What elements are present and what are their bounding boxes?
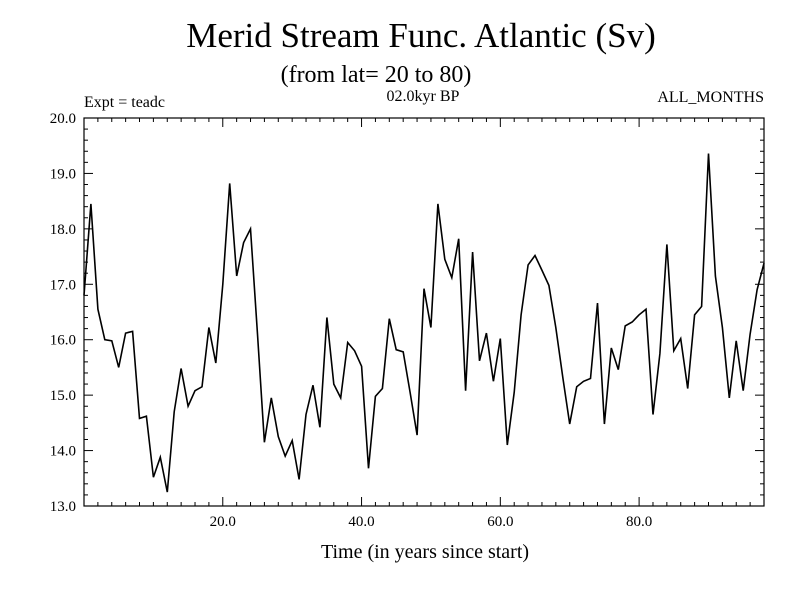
axis-ticks (84, 117, 765, 507)
y-tick-label: 15.0 (50, 388, 76, 404)
experiment-label: Expt = teadc (84, 94, 165, 111)
y-tick-label: 17.0 (50, 277, 76, 293)
y-tick-label: 18.0 (50, 222, 76, 238)
chart-subtitle: (from lat= 20 to 80) (281, 62, 472, 88)
y-axis-labels: 13.0 14.0 15.0 16.0 17.0 18.0 19.0 20.0 (50, 111, 76, 515)
months-label: ALL_MONTHS (657, 89, 764, 106)
x-tick-label: 40.0 (348, 514, 374, 530)
y-tick-label: 14.0 (50, 444, 76, 460)
series-group (83, 153, 765, 493)
y-tick-label: 13.0 (50, 499, 76, 515)
x-tick-label: 60.0 (487, 514, 513, 530)
x-tick-label: 80.0 (626, 514, 652, 530)
plot-frame (83, 117, 765, 507)
x-tick-label: 20.0 (210, 514, 236, 530)
period-label: 02.0kyr BP (387, 88, 460, 105)
y-tick-label: 20.0 (50, 111, 76, 127)
x-axis-labels: 20.0 40.0 60.0 80.0 (210, 514, 653, 530)
y-tick-label: 19.0 (50, 166, 76, 182)
x-axis-title: Time (in years since start) (321, 541, 529, 563)
chart-title: Merid Stream Func. Atlantic (Sv) (186, 16, 656, 55)
y-tick-label: 16.0 (50, 333, 76, 349)
series-line-0 (83, 153, 765, 493)
